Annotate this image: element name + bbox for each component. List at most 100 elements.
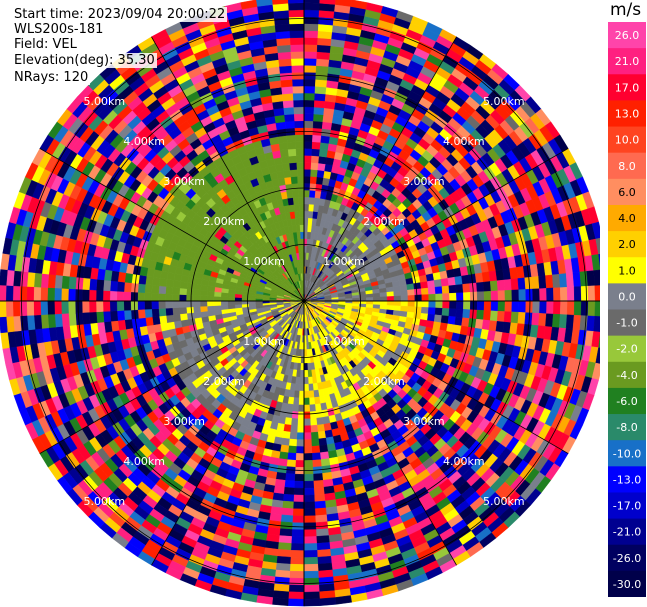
range-gate [476, 291, 485, 302]
range-gate [289, 563, 305, 572]
range-gate [284, 480, 295, 489]
range-gate [180, 319, 189, 328]
range-gate [61, 288, 69, 302]
range-gate [532, 300, 541, 314]
range-gate [144, 308, 153, 318]
range-gate [412, 276, 421, 284]
range-gate [200, 310, 209, 318]
range-gate [308, 397, 316, 406]
range-gate [297, 411, 305, 420]
range-gate [552, 273, 561, 289]
range-gate [323, 422, 332, 432]
range-gate [428, 300, 436, 309]
range-gate [449, 292, 457, 302]
range-gate [483, 290, 492, 302]
range-gate [433, 314, 443, 323]
range-gate [158, 315, 168, 325]
range-gate [165, 293, 173, 302]
range-gate [447, 315, 456, 326]
range-gate [303, 231, 308, 239]
range-gate [449, 300, 457, 310]
range-gate [433, 279, 443, 288]
range-gate [316, 58, 330, 67]
range-gate [137, 292, 145, 302]
range-gate [303, 85, 316, 94]
range-gate [393, 305, 402, 312]
range-gate [213, 296, 222, 302]
range-gate [425, 273, 435, 282]
range-gate [292, 508, 305, 517]
range-gate [314, 79, 328, 88]
range-gate [40, 300, 49, 316]
range-gate [287, 598, 305, 607]
range-gate [277, 458, 288, 467]
range-gate [227, 304, 236, 310]
range-gate [312, 382, 319, 391]
range-gate [558, 273, 568, 288]
range-gate [400, 295, 409, 302]
range-gate [296, 439, 305, 447]
range-gate [89, 311, 98, 324]
range-gate [310, 169, 319, 178]
range-gate [456, 300, 464, 310]
range-gate [303, 37, 319, 46]
range-gate [406, 283, 415, 291]
range-gate [303, 363, 308, 371]
range-gate [414, 300, 423, 308]
range-gate [587, 285, 596, 302]
range-gate [54, 274, 63, 289]
range-gate [206, 300, 215, 307]
range-gate [81, 289, 90, 302]
range-gate [292, 501, 305, 510]
range-gate [0, 268, 8, 286]
range-gate [483, 281, 492, 292]
range-gate [102, 279, 112, 292]
range-gate [441, 285, 450, 294]
range-gate [303, 556, 319, 565]
range-gate [309, 183, 317, 191]
range-gate [0, 316, 8, 334]
range-gate [448, 284, 457, 294]
range-gate [313, 99, 326, 109]
range-gate [303, 563, 319, 572]
range-gate [483, 310, 492, 321]
range-gate [54, 287, 62, 302]
range-gate [152, 315, 161, 326]
range-gate [593, 269, 600, 287]
range-gate [320, 458, 331, 467]
range-gate [319, 142, 330, 151]
range-gate [316, 417, 324, 426]
range-gate [282, 493, 295, 503]
range-gate [552, 313, 561, 329]
range-gate [165, 279, 175, 288]
range-gate [278, 451, 289, 460]
range-gate [303, 432, 312, 440]
range-gate [303, 175, 311, 184]
range-gate [82, 311, 91, 325]
range-gate [474, 272, 484, 284]
range-gate [96, 311, 105, 323]
range-gate [116, 290, 125, 302]
range-gate [490, 300, 499, 312]
range-gate [372, 296, 381, 302]
range-gate [303, 9, 320, 18]
range-gate [74, 288, 83, 302]
range-gate [172, 286, 181, 295]
range-gate [275, 471, 287, 481]
range-gate [538, 275, 547, 289]
range-gate [455, 308, 464, 318]
range-gate [463, 292, 471, 302]
range-gate [379, 300, 388, 306]
range-gate [442, 293, 450, 302]
range-gate [312, 459, 322, 468]
range-gate [213, 305, 222, 311]
range-gate [192, 294, 201, 302]
range-gate [291, 411, 299, 419]
range-gate [303, 411, 311, 420]
range-gate [288, 591, 305, 600]
range-gate [0, 284, 7, 302]
range-gate [303, 64, 317, 73]
range-gate [386, 296, 395, 302]
range-gate [279, 444, 290, 453]
range-gate [303, 169, 312, 177]
